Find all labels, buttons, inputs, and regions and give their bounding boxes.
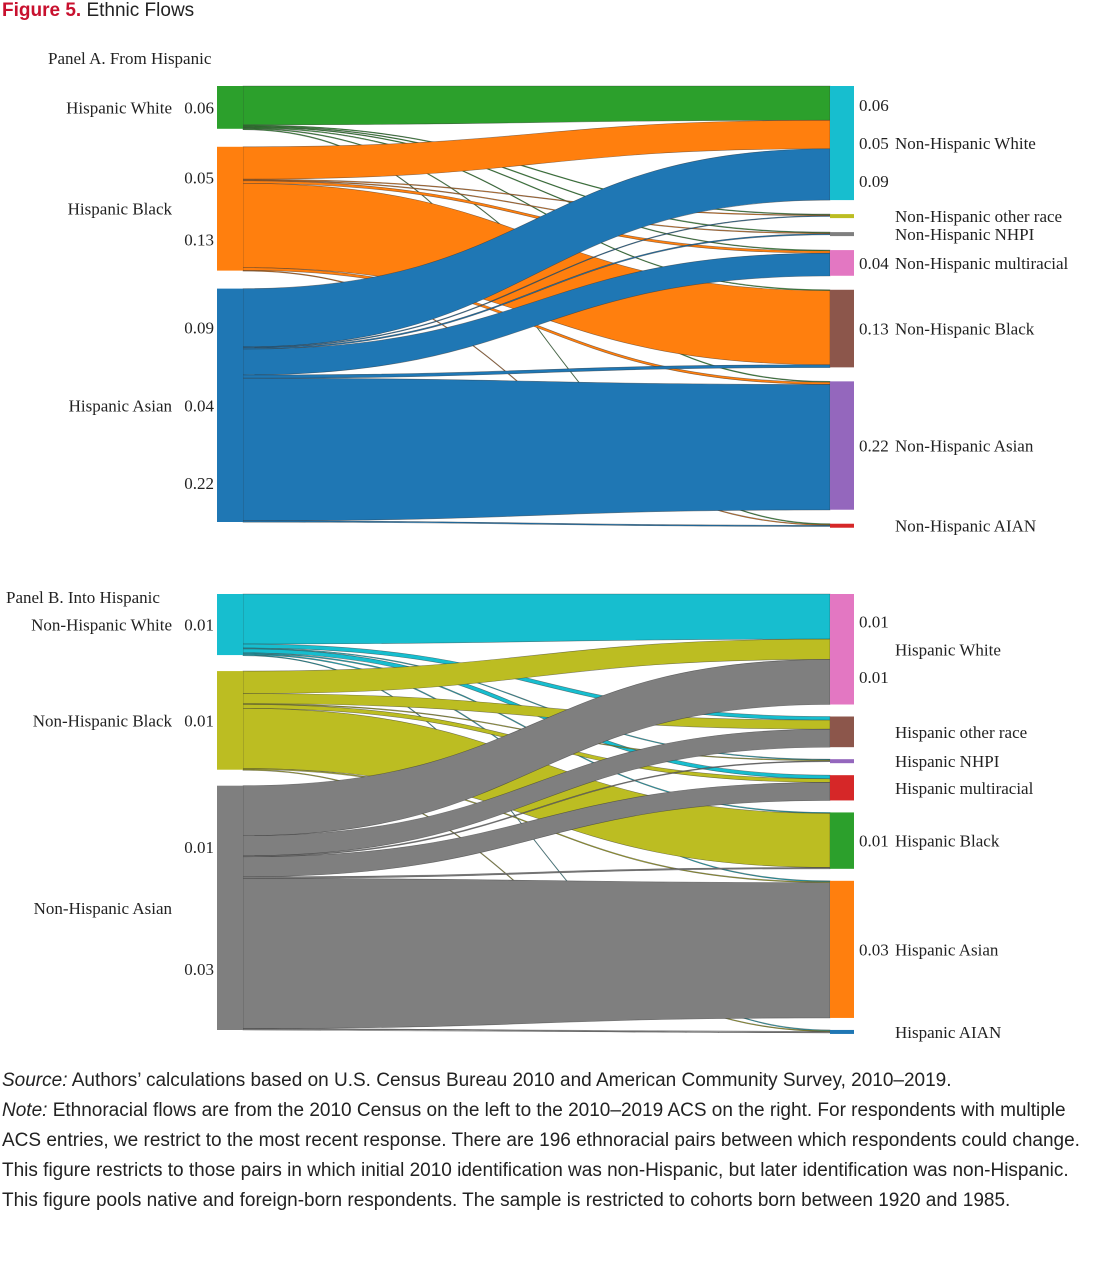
target-name-hispanic-nhpi: Hispanic NHPI	[895, 752, 1000, 771]
target-node-non-hispanic-asian	[830, 381, 854, 510]
target-name-hispanic-aian: Hispanic AIAN	[895, 1023, 1001, 1042]
source-value-label: 0.13	[184, 231, 214, 250]
panel-b: Panel B. Into Hispanic 0.01 Non-Hispanic W…	[6, 588, 1034, 1042]
target-value-label: 0.22	[859, 437, 889, 456]
target-name-hispanic-other-race: Hispanic other race	[895, 723, 1027, 742]
target-node-non-hispanic-nhpi	[830, 232, 854, 237]
target-value-label: 0.01	[859, 832, 889, 851]
panel-a: Panel A. From Hispanic 0.06 Hispanic White…	[48, 49, 1069, 536]
target-name-non-hispanic-black: Non-Hispanic Black	[895, 320, 1035, 339]
flow-hispanic-asian-to-non-hispanic-asian	[242, 377, 831, 522]
target-value-label: 0.04	[859, 254, 889, 273]
target-node-hispanic-nhpi	[830, 759, 854, 764]
source-name-hispanic-asian: Hispanic Asian	[69, 396, 173, 415]
source-name-non-hispanic-black: Non-Hispanic Black	[33, 711, 173, 730]
source-value-label: 0.01	[184, 711, 214, 730]
target-node-non-hispanic-black	[830, 289, 854, 368]
target-node-hispanic-other-race	[830, 716, 854, 748]
target-value-label: 0.03	[859, 940, 889, 959]
target-name-non-hispanic-nhpi: Non-Hispanic NHPI	[895, 225, 1035, 244]
source-name-non-hispanic-asian: Non-Hispanic Asian	[34, 899, 173, 918]
target-value-label: 0.01	[859, 613, 889, 632]
source-note: Source: Authors’ calculations based on U…	[2, 1066, 1102, 1096]
source-value-label: 0.01	[184, 838, 214, 857]
target-name-non-hispanic-white: Non-Hispanic White	[895, 134, 1036, 153]
source-value-label: 0.06	[184, 98, 214, 117]
source-node-hispanic-white	[217, 86, 243, 129]
source-name-non-hispanic-white: Non-Hispanic White	[31, 616, 172, 635]
target-node-hispanic-aian	[830, 1029, 854, 1034]
source-name-hispanic-white: Hispanic White	[66, 98, 172, 117]
target-value-label: 0.05	[859, 134, 889, 153]
flows	[242, 85, 831, 527]
target-value-label: 0.09	[859, 172, 889, 191]
source-label: Source:	[2, 1070, 68, 1091]
panel-title: Panel B. Into Hispanic	[6, 588, 160, 607]
source-value-label: 0.03	[184, 960, 214, 979]
target-name-non-hispanic-aian: Non-Hispanic AIAN	[895, 517, 1036, 536]
flow-non-hispanic-asian-to-hispanic-asian	[242, 878, 831, 1029]
source-text: Authors’ calculations based on U.S. Cens…	[71, 1070, 952, 1091]
figure-notes: Source: Authors’ calculations based on U…	[2, 1066, 1102, 1216]
flows	[242, 593, 831, 1034]
target-name-hispanic-white: Hispanic White	[895, 640, 1001, 659]
figure-title: Figure 5. Ethnic Flows	[2, 0, 194, 22]
source-value-label: 0.01	[184, 616, 214, 635]
source-value-label: 0.22	[184, 474, 214, 493]
target-node-hispanic-black	[830, 812, 854, 869]
flow-hispanic-asian-to-non-hispanic-white	[242, 148, 831, 348]
source-node-non-hispanic-asian	[217, 785, 243, 1030]
flow-non-hispanic-asian-to-hispanic-other-race	[242, 728, 831, 857]
target-node-non-hispanic-other-race	[830, 214, 854, 219]
target-value-label: 0.06	[859, 96, 889, 115]
source-value-label: 0.05	[184, 169, 214, 188]
figure-label: Figure 5.	[2, 0, 82, 21]
target-node-non-hispanic-multiracial	[830, 250, 854, 276]
flow-non-hispanic-white-to-hispanic-white	[242, 593, 831, 645]
source-node-non-hispanic-black	[217, 671, 243, 770]
target-name-non-hispanic-other-race: Non-Hispanic other race	[895, 207, 1062, 226]
target-node-non-hispanic-white	[830, 86, 854, 201]
flow-non-hispanic-asian-to-hispanic-aian	[242, 1028, 831, 1034]
source-node-non-hispanic-white	[217, 594, 243, 656]
source-value-label: 0.09	[184, 319, 214, 338]
target-value-label: 0.01	[859, 668, 889, 687]
source-node-hispanic-asian	[217, 288, 243, 522]
target-node-hispanic-asian	[830, 880, 854, 1018]
target-name-hispanic-multiracial: Hispanic multiracial	[895, 779, 1034, 798]
source-value-label: 0.04	[184, 396, 214, 415]
flow-hispanic-asian-to-non-hispanic-multiracial	[242, 252, 831, 376]
flow-hispanic-asian-to-non-hispanic-aian	[242, 520, 831, 527]
note-label: Note:	[2, 1100, 48, 1121]
method-note: Note: Ethnoracial flows are from the 201…	[2, 1096, 1102, 1216]
flow-hispanic-asian-to-non-hispanic-black	[242, 364, 831, 379]
target-node-hispanic-white	[830, 594, 854, 705]
target-node-non-hispanic-aian	[830, 523, 854, 528]
panel-title: Panel A. From Hispanic	[48, 49, 212, 68]
source-node-hispanic-black	[217, 146, 243, 271]
target-value-label: 0.13	[859, 320, 889, 339]
sankey-charts: Panel A. From Hispanic 0.06 Hispanic White…	[6, 49, 1069, 1042]
target-name-non-hispanic-multiracial: Non-Hispanic multiracial	[895, 254, 1069, 273]
target-node-hispanic-multiracial	[830, 775, 854, 801]
flow-non-hispanic-asian-to-hispanic-multiracial	[242, 782, 831, 878]
figure-title-text: Ethnic Flows	[86, 0, 195, 21]
source-name-hispanic-black: Hispanic Black	[68, 200, 173, 219]
target-name-hispanic-asian: Hispanic Asian	[895, 940, 999, 959]
target-name-non-hispanic-asian: Non-Hispanic Asian	[895, 437, 1034, 456]
flow-hispanic-white-to-non-hispanic-white	[242, 85, 831, 126]
note-text: Ethnoracial flows are from the 2010 Cens…	[2, 1100, 1080, 1211]
target-name-hispanic-black: Hispanic Black	[895, 832, 1000, 851]
